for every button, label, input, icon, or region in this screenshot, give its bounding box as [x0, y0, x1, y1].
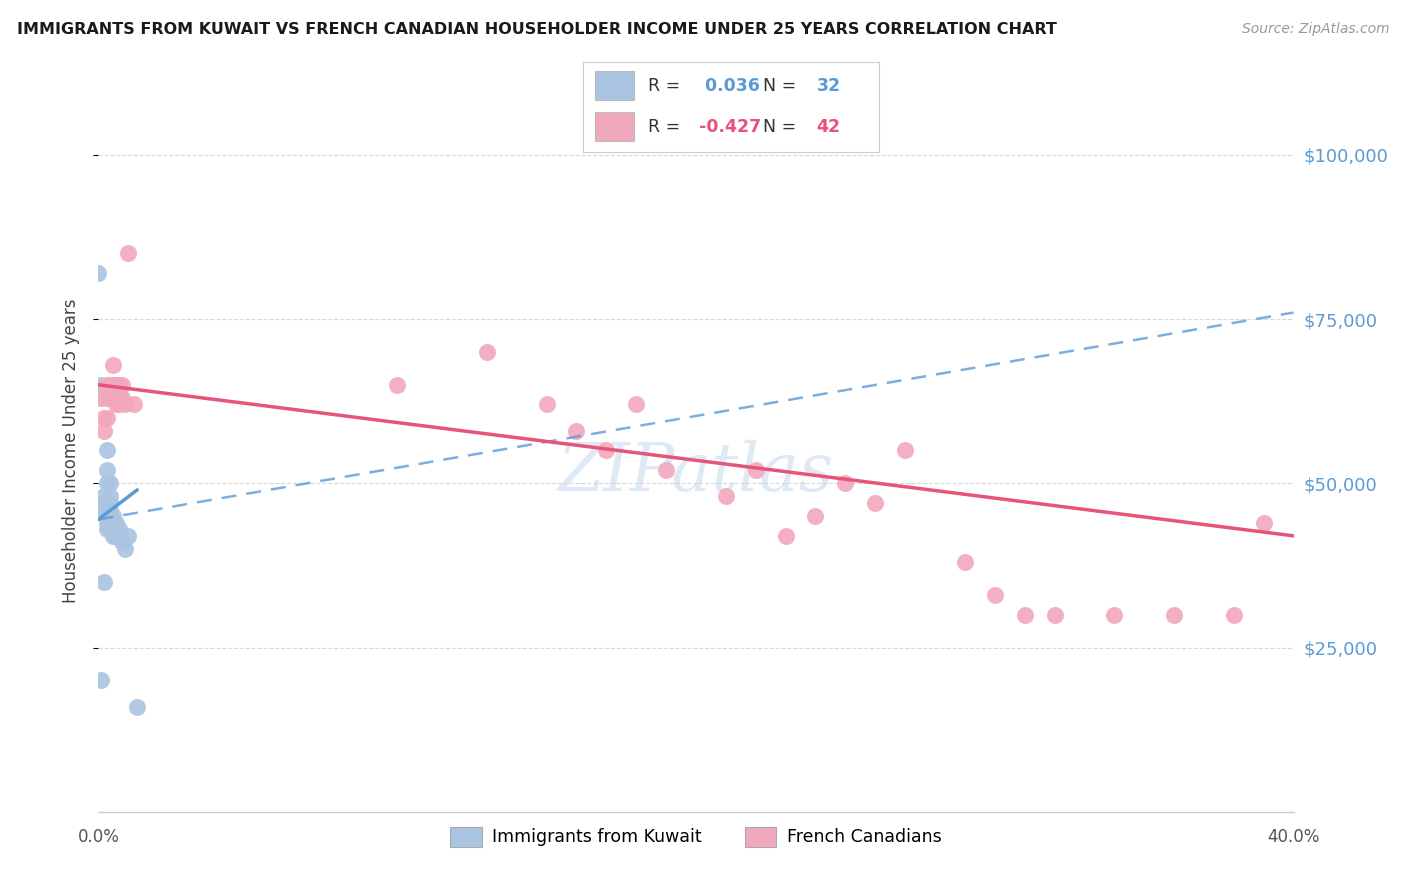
Point: [834, 476, 856, 491]
Point: [103, 358, 125, 372]
Point: [103, 377, 125, 392]
Point: [105, 397, 128, 411]
Point: [105, 377, 128, 392]
Point: [385, 377, 409, 392]
Point: [117, 246, 139, 260]
Point: [98, 496, 122, 510]
Point: [96, 443, 118, 458]
Bar: [595, 71, 634, 100]
Text: R =: R =: [648, 118, 686, 136]
Text: -0.427: -0.427: [699, 118, 761, 136]
Point: [103, 529, 125, 543]
Point: [111, 535, 134, 549]
Point: [865, 496, 887, 510]
Point: [96, 391, 118, 405]
Point: [108, 391, 131, 405]
Point: [1253, 516, 1275, 530]
Point: [105, 522, 128, 536]
Text: 42: 42: [817, 118, 841, 136]
Text: 0.036: 0.036: [699, 77, 759, 95]
Point: [111, 377, 134, 392]
Point: [98, 391, 122, 405]
Point: [87, 266, 110, 280]
Point: [108, 377, 131, 392]
Point: [114, 541, 136, 556]
Point: [124, 397, 146, 411]
Point: [108, 529, 131, 543]
Point: [93, 502, 115, 516]
Point: [90, 673, 112, 688]
Text: IMMIGRANTS FROM KUWAIT VS FRENCH CANADIAN HOUSEHOLDER INCOME UNDER 25 YEARS CORR: IMMIGRANTS FROM KUWAIT VS FRENCH CANADIA…: [17, 22, 1057, 37]
Point: [93, 496, 115, 510]
Point: [98, 522, 122, 536]
Point: [93, 424, 115, 438]
Point: [953, 555, 976, 569]
Point: [96, 476, 118, 491]
Point: [96, 377, 118, 392]
Point: [93, 574, 115, 589]
Legend: Immigrants from Kuwait, French Canadians: Immigrants from Kuwait, French Canadians: [443, 820, 949, 854]
Point: [98, 377, 122, 392]
Point: [114, 397, 136, 411]
Point: [1043, 607, 1066, 622]
Point: [475, 345, 498, 359]
Point: [745, 463, 768, 477]
Text: N =: N =: [752, 77, 801, 95]
Point: [105, 529, 128, 543]
Point: [98, 502, 122, 516]
Point: [894, 443, 917, 458]
Point: [111, 391, 134, 405]
Point: [775, 529, 797, 543]
Point: [108, 397, 131, 411]
Point: [90, 377, 112, 392]
Point: [127, 699, 149, 714]
Point: [90, 391, 112, 405]
Point: [93, 490, 115, 504]
Point: [96, 522, 118, 536]
Point: [103, 522, 125, 536]
Point: [595, 443, 617, 458]
Point: [1014, 607, 1036, 622]
Point: [1104, 607, 1126, 622]
Y-axis label: Householder Income Under 25 years: Householder Income Under 25 years: [62, 298, 80, 603]
Text: R =: R =: [648, 77, 686, 95]
Point: [98, 490, 122, 504]
Point: [96, 410, 118, 425]
Point: [96, 516, 118, 530]
Point: [96, 463, 118, 477]
Point: [103, 516, 125, 530]
Point: [96, 509, 118, 524]
Text: ZIPatlas: ZIPatlas: [558, 440, 834, 505]
Point: [984, 588, 1007, 602]
Bar: [595, 112, 634, 141]
Point: [626, 397, 648, 411]
Point: [105, 516, 128, 530]
Text: 32: 32: [817, 77, 841, 95]
Point: [93, 410, 115, 425]
Point: [1163, 607, 1185, 622]
Point: [117, 529, 139, 543]
Point: [1223, 607, 1246, 622]
Point: [108, 522, 131, 536]
Point: [98, 516, 122, 530]
Text: N =: N =: [752, 118, 801, 136]
Point: [98, 476, 122, 491]
Point: [103, 509, 125, 524]
Point: [536, 397, 558, 411]
Text: Source: ZipAtlas.com: Source: ZipAtlas.com: [1241, 22, 1389, 37]
Point: [655, 463, 678, 477]
Point: [714, 490, 737, 504]
Point: [565, 424, 588, 438]
Point: [804, 509, 827, 524]
